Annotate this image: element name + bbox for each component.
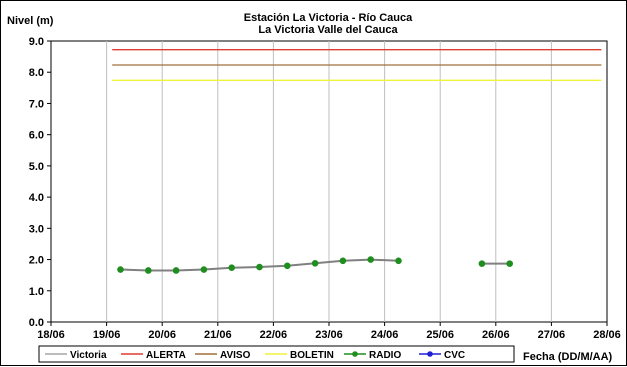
radio-data-point — [367, 256, 375, 263]
radio-data-point — [117, 266, 124, 273]
grid-lines — [106, 41, 552, 322]
radio-data-point — [284, 262, 291, 270]
legend-label-aviso: AVISO — [220, 350, 251, 361]
y-tick-label: 7.0 — [29, 98, 44, 110]
chart-title: Estación La Victoria - Río Cauca — [244, 12, 413, 24]
y-tick-label: 3.0 — [29, 223, 44, 235]
x-tick-label: 27/06 — [538, 329, 566, 341]
x-tick-label: 25/06 — [426, 329, 454, 341]
radio-data-point — [256, 263, 263, 271]
y-axis-ticks: 0.0 1.0 2.0 3.0 4.0 5.0 6.0 7.0 8.0 9.0 — [29, 36, 51, 329]
legend-label-victoria: Victoria — [70, 350, 107, 361]
radio-data-point — [145, 267, 152, 274]
legend-label-cvc: CVC — [444, 350, 465, 361]
series-layer — [112, 49, 602, 274]
y-tick-label: 1.0 — [29, 286, 44, 298]
x-tick-label: 22/06 — [260, 329, 288, 341]
radio-data-point — [339, 257, 347, 265]
y-tick-label: 9.0 — [29, 36, 44, 48]
radio-data-point — [395, 257, 402, 265]
x-tick-label: 23/06 — [315, 329, 343, 341]
radio-data-point — [200, 266, 208, 273]
radio-data-point — [228, 264, 235, 271]
y-tick-label: 2.0 — [29, 255, 44, 267]
radio-data-point — [172, 267, 180, 274]
x-tick-label: 26/06 — [482, 329, 510, 341]
y-tick-label: 5.0 — [29, 161, 44, 173]
x-tick-label: 21/06 — [204, 329, 232, 341]
radio-data-point — [478, 260, 486, 267]
x-tick-label: 28/06 — [593, 329, 621, 341]
x-tick-label: 24/06 — [371, 329, 399, 341]
y-tick-label: 4.0 — [29, 192, 44, 204]
y-tick-label: 6.0 — [29, 130, 44, 142]
x-tick-label: 18/06 — [37, 329, 65, 341]
y-tick-label: 0.0 — [29, 317, 44, 329]
legend: Victoria ALERTA AVISO BOLETIN RADIO CVC — [45, 350, 465, 361]
chart-subtitle: La Victoria Valle del Cauca — [258, 24, 398, 36]
x-axis-label: Fecha (DD/M/AA) — [523, 351, 613, 363]
y-axis-label: Nivel (m) — [7, 15, 54, 27]
legend-label-boletin: BOLETIN — [290, 350, 334, 361]
legend-label-radio: RADIO — [369, 350, 401, 361]
y-tick-label: 8.0 — [29, 67, 44, 79]
x-axis-ticks: 18/06 19/06 20/06 21/06 22/06 23/06 24/06 25/06… — [37, 322, 621, 341]
radio-data-point — [311, 260, 319, 267]
legend-marker-radio — [352, 351, 358, 357]
radio-data-point — [506, 260, 514, 267]
legend-marker-cvc — [427, 351, 433, 357]
x-tick-label: 20/06 — [148, 329, 176, 341]
x-tick-label: 19/06 — [93, 329, 121, 341]
legend-label-alerta: ALERTA — [146, 350, 186, 361]
